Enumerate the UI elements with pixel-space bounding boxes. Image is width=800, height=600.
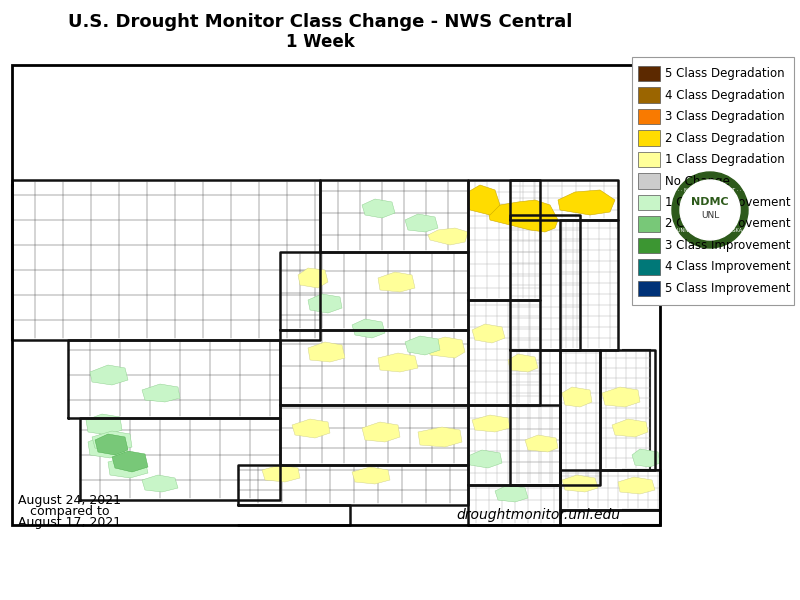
Polygon shape bbox=[238, 505, 350, 525]
Polygon shape bbox=[280, 405, 468, 465]
Polygon shape bbox=[80, 418, 280, 500]
Text: 1 Class Improvement: 1 Class Improvement bbox=[665, 196, 790, 209]
Polygon shape bbox=[90, 365, 128, 385]
Polygon shape bbox=[468, 300, 540, 405]
Polygon shape bbox=[378, 272, 415, 292]
Polygon shape bbox=[142, 475, 178, 492]
Polygon shape bbox=[362, 199, 395, 218]
Polygon shape bbox=[428, 337, 465, 358]
Polygon shape bbox=[362, 422, 400, 442]
Polygon shape bbox=[88, 435, 125, 458]
Polygon shape bbox=[428, 228, 468, 245]
Polygon shape bbox=[468, 450, 502, 468]
Polygon shape bbox=[560, 350, 600, 485]
Bar bbox=[638, 195, 660, 210]
Text: 3 Class Improvement: 3 Class Improvement bbox=[665, 239, 790, 252]
Polygon shape bbox=[92, 431, 132, 452]
Text: NDMC: NDMC bbox=[691, 197, 729, 207]
Polygon shape bbox=[560, 470, 660, 510]
Bar bbox=[638, 66, 660, 82]
Bar bbox=[12, 65, 660, 525]
Polygon shape bbox=[262, 465, 300, 482]
Polygon shape bbox=[292, 419, 330, 438]
Bar bbox=[638, 152, 660, 167]
Polygon shape bbox=[602, 387, 640, 407]
Bar bbox=[638, 281, 660, 296]
Polygon shape bbox=[508, 354, 538, 372]
Circle shape bbox=[680, 180, 740, 240]
Polygon shape bbox=[280, 330, 468, 405]
Polygon shape bbox=[405, 336, 440, 355]
Polygon shape bbox=[472, 415, 510, 432]
Bar bbox=[638, 130, 660, 146]
Text: 4 Class Improvement: 4 Class Improvement bbox=[665, 260, 790, 274]
Polygon shape bbox=[378, 353, 418, 372]
Circle shape bbox=[672, 172, 748, 248]
Polygon shape bbox=[560, 215, 618, 350]
Polygon shape bbox=[320, 180, 468, 252]
Bar bbox=[12, 67, 622, 525]
Polygon shape bbox=[352, 467, 390, 484]
Text: August 24, 2021: August 24, 2021 bbox=[18, 494, 121, 507]
Text: 5 Class Improvement: 5 Class Improvement bbox=[665, 282, 790, 295]
Polygon shape bbox=[632, 449, 660, 467]
Text: 2 Class Improvement: 2 Class Improvement bbox=[665, 217, 790, 230]
Text: 1 Week: 1 Week bbox=[286, 33, 354, 51]
Polygon shape bbox=[418, 427, 462, 447]
Bar bbox=[638, 88, 660, 103]
Polygon shape bbox=[68, 340, 280, 418]
Polygon shape bbox=[510, 350, 560, 485]
Text: · UNIVERSITY OF NEBRASKA ·: · UNIVERSITY OF NEBRASKA · bbox=[674, 227, 746, 232]
Polygon shape bbox=[618, 477, 655, 494]
Polygon shape bbox=[562, 387, 592, 407]
Bar bbox=[638, 173, 660, 189]
Polygon shape bbox=[510, 175, 618, 220]
Polygon shape bbox=[495, 485, 528, 502]
Polygon shape bbox=[468, 405, 560, 485]
Polygon shape bbox=[95, 434, 128, 455]
Polygon shape bbox=[405, 214, 438, 232]
Polygon shape bbox=[488, 200, 558, 232]
Bar bbox=[638, 259, 660, 275]
Text: UNL: UNL bbox=[701, 211, 719, 220]
Polygon shape bbox=[112, 451, 148, 472]
Text: compared to: compared to bbox=[18, 505, 110, 518]
Polygon shape bbox=[612, 419, 648, 437]
Text: No Change: No Change bbox=[665, 175, 730, 187]
Polygon shape bbox=[142, 384, 180, 402]
Polygon shape bbox=[525, 435, 558, 452]
Text: 4 Class Degradation: 4 Class Degradation bbox=[665, 89, 785, 101]
Polygon shape bbox=[238, 465, 468, 505]
Polygon shape bbox=[12, 180, 320, 340]
Text: U.S. Drought Monitor Class Change - NWS Central: U.S. Drought Monitor Class Change - NWS … bbox=[68, 13, 572, 31]
Bar bbox=[638, 238, 660, 253]
Polygon shape bbox=[280, 252, 468, 330]
Polygon shape bbox=[558, 190, 615, 215]
Text: 1 Class Degradation: 1 Class Degradation bbox=[665, 153, 785, 166]
Polygon shape bbox=[86, 414, 122, 435]
Text: · · · NATIONAL DROUGHT · · ·: · · · NATIONAL DROUGHT · · · bbox=[675, 187, 745, 193]
Polygon shape bbox=[308, 342, 345, 362]
Text: August 17, 2021: August 17, 2021 bbox=[18, 516, 121, 529]
Polygon shape bbox=[468, 180, 540, 300]
Polygon shape bbox=[108, 457, 148, 478]
Polygon shape bbox=[600, 350, 650, 470]
Polygon shape bbox=[560, 510, 660, 525]
Polygon shape bbox=[562, 475, 598, 492]
Text: 2 Class Degradation: 2 Class Degradation bbox=[665, 131, 785, 145]
Text: 3 Class Degradation: 3 Class Degradation bbox=[665, 110, 785, 123]
Bar bbox=[638, 216, 660, 232]
Polygon shape bbox=[308, 294, 342, 313]
Text: 5 Class Degradation: 5 Class Degradation bbox=[665, 67, 785, 80]
Polygon shape bbox=[100, 500, 200, 525]
Polygon shape bbox=[468, 185, 500, 215]
Polygon shape bbox=[472, 324, 505, 343]
Polygon shape bbox=[352, 319, 385, 338]
Polygon shape bbox=[468, 485, 560, 525]
Bar bbox=[638, 109, 660, 124]
Bar bbox=[632, 57, 794, 305]
Text: droughtmonitor.unl.edu: droughtmonitor.unl.edu bbox=[456, 508, 620, 522]
Polygon shape bbox=[510, 215, 580, 350]
Polygon shape bbox=[298, 268, 328, 288]
